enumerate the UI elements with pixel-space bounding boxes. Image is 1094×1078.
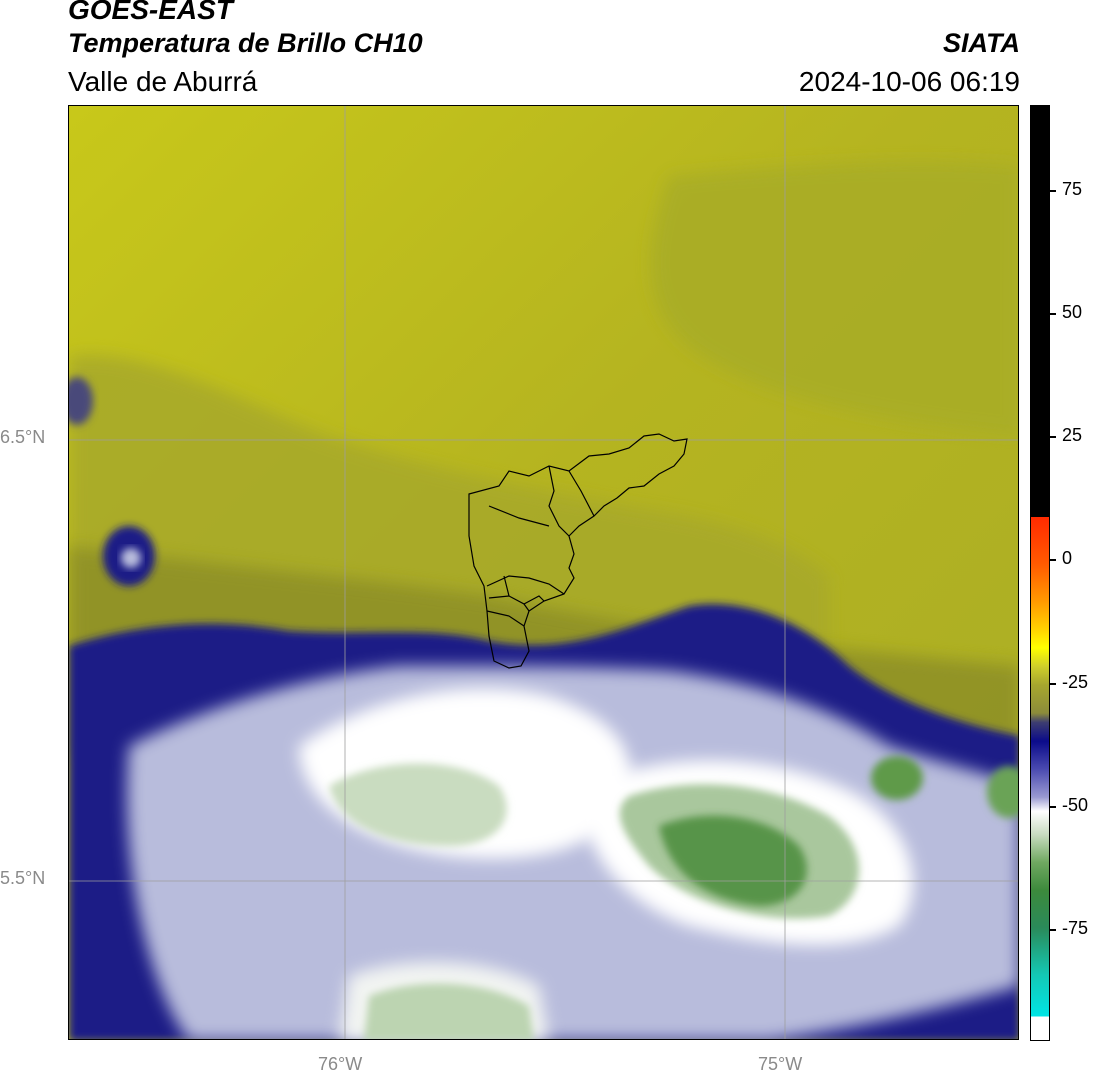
- cold-cell-northwest: [69, 377, 93, 425]
- colorbar-tick-m50: [1050, 806, 1056, 808]
- cold-core-green: [659, 815, 807, 906]
- temperature-colorbar: [1030, 105, 1050, 1041]
- satellite-title: GOES-EAST: [68, 0, 233, 25]
- colorbar-label-50: 50: [1062, 302, 1083, 322]
- colorbar-tick-0: [1050, 559, 1056, 561]
- satellite-map[interactable]: [68, 105, 1019, 1040]
- lon-label-76w: 76°W: [318, 1054, 363, 1074]
- product-title: Temperatura de Brillo CH10: [68, 28, 423, 58]
- colorbar-tick-50: [1050, 313, 1056, 315]
- colorbar-tick-75: [1050, 190, 1056, 192]
- colorbar-label-0: 0: [1062, 548, 1073, 568]
- olive-region-northeast: [650, 161, 1018, 436]
- aburra-valley-outline: [468, 433, 688, 669]
- lon-label-75w: 75°W: [758, 1054, 803, 1074]
- colorbar-label-25: 25: [1062, 425, 1083, 445]
- lat-label-6-5n: 6.5°N: [0, 427, 46, 447]
- map-canvas: [69, 106, 1018, 1039]
- datetime-label: 2024-10-06 06:19: [798, 66, 1020, 97]
- cold-cell-west-core: [121, 548, 141, 568]
- pale-green-south: [364, 983, 534, 1039]
- pale-green-west: [329, 763, 507, 846]
- cold-cell-edge: [987, 766, 1018, 818]
- colorbar-label-m75: -75: [1062, 918, 1089, 938]
- colorbar-tick-m25: [1050, 683, 1056, 685]
- colorbar-label-75: 75: [1062, 179, 1083, 199]
- cold-cell-east: [871, 756, 923, 800]
- colorbar-label-m50: -50: [1062, 795, 1089, 815]
- organization-label: SIATA: [943, 28, 1020, 58]
- region-label: Valle de Aburrá: [68, 66, 258, 97]
- colorbar-tick-25: [1050, 436, 1056, 438]
- lat-label-5-5n: 5.5°N: [0, 868, 46, 888]
- colorbar-label-m25: -25: [1062, 672, 1089, 692]
- colorbar-tick-m75: [1050, 929, 1056, 931]
